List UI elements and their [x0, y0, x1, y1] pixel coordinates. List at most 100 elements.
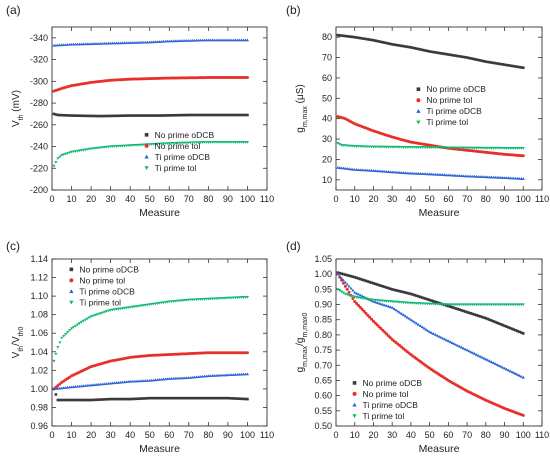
data-point — [242, 397, 245, 401]
data-point — [344, 34, 347, 38]
data-point — [238, 38, 242, 42]
data-point — [210, 396, 214, 400]
data-point — [471, 312, 475, 316]
data-point — [183, 113, 187, 117]
data-point — [220, 38, 224, 42]
data-point — [206, 38, 210, 42]
data-point — [518, 65, 521, 69]
data-point — [142, 304, 146, 307]
data-point — [191, 298, 195, 302]
data-point — [113, 114, 116, 118]
data-point — [140, 114, 144, 117]
data-point — [413, 293, 416, 297]
data-point — [114, 145, 119, 148]
data-point — [460, 309, 463, 312]
data-point — [214, 396, 218, 400]
chart-panel-b: (b)0 10 20 30 40 50 60 70 80 90 100 110102030405060… — [286, 3, 549, 219]
data-point — [338, 34, 342, 37]
data-point — [136, 114, 140, 117]
data-point — [381, 169, 385, 173]
data-point — [444, 338, 449, 342]
data-point — [338, 271, 342, 275]
data-point — [150, 396, 153, 400]
data-point — [203, 113, 206, 117]
data-point — [371, 319, 375, 323]
data-point — [385, 170, 389, 173]
data-point — [501, 63, 504, 66]
data-point — [403, 314, 407, 318]
data-point — [126, 144, 130, 148]
data-point — [60, 113, 64, 117]
data-point — [340, 290, 344, 294]
data-point — [71, 150, 76, 154]
data-point — [152, 142, 156, 146]
data-point — [236, 397, 239, 400]
data-point — [218, 297, 222, 300]
data-point — [435, 301, 439, 304]
data-point — [111, 145, 115, 148]
data-point — [458, 344, 462, 348]
data-point — [198, 298, 203, 301]
data-point — [521, 332, 525, 335]
data-point — [377, 301, 381, 305]
data-point — [121, 114, 124, 118]
data-point — [87, 147, 91, 151]
data-point — [521, 66, 525, 70]
legend-marker — [69, 278, 74, 283]
data-point — [520, 66, 523, 69]
series-no-prime-tol — [52, 351, 249, 391]
data-point — [476, 353, 480, 357]
data-point — [475, 313, 478, 317]
x-tick-label: 0 — [333, 194, 338, 204]
data-point — [407, 316, 411, 320]
panel-label: (d) — [286, 239, 301, 253]
data-point — [349, 286, 353, 290]
data-point — [226, 38, 230, 42]
y-tick-label: 0.80 — [314, 330, 332, 340]
data-point — [426, 49, 430, 53]
y-tick-label: 50 — [322, 93, 332, 103]
data-point — [241, 141, 246, 144]
data-point — [228, 296, 232, 300]
data-point — [144, 303, 148, 307]
data-point — [161, 301, 165, 305]
series-no-prime-odcb — [336, 271, 525, 335]
data-point — [405, 45, 409, 49]
data-point — [101, 311, 105, 315]
data-point — [95, 146, 99, 150]
data-point — [185, 396, 189, 400]
data-point — [216, 113, 220, 117]
y-tick-label: 0.98 — [30, 402, 48, 412]
data-point — [72, 114, 75, 117]
data-point — [140, 143, 144, 147]
data-point — [169, 396, 173, 400]
data-point — [244, 113, 247, 117]
data-point — [379, 40, 383, 44]
data-point — [351, 35, 355, 39]
data-point — [220, 141, 224, 144]
data-point — [210, 297, 214, 301]
data-point — [480, 59, 484, 63]
data-point — [197, 298, 201, 301]
plot-frame — [335, 258, 543, 427]
x-tick-label: 90 — [223, 194, 233, 204]
data-point — [428, 330, 432, 334]
data-point — [499, 322, 503, 326]
data-point — [54, 393, 58, 396]
data-point — [497, 62, 501, 66]
x-tick-label: 50 — [145, 194, 155, 204]
data-point — [146, 114, 150, 117]
data-point — [128, 144, 132, 148]
data-point — [99, 114, 103, 118]
data-point — [373, 169, 377, 172]
data-point — [245, 141, 250, 144]
data-point — [409, 318, 413, 321]
data-point — [482, 316, 486, 319]
data-point — [450, 305, 454, 309]
data-point — [415, 47, 418, 50]
x-tick-label: 110 — [535, 430, 549, 440]
data-point — [422, 326, 426, 330]
y-tick-label: -300 — [30, 76, 48, 86]
